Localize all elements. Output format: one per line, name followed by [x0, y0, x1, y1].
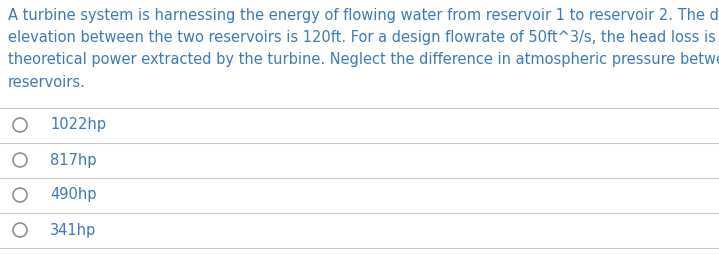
Text: 490hp: 490hp: [50, 188, 96, 202]
Text: 1022hp: 1022hp: [50, 118, 106, 132]
Text: A turbine system is harnessing the energy of flowing water from reservoir 1 to r: A turbine system is harnessing the energ…: [8, 8, 719, 90]
Text: 817hp: 817hp: [50, 152, 96, 168]
Text: 341hp: 341hp: [50, 222, 96, 238]
